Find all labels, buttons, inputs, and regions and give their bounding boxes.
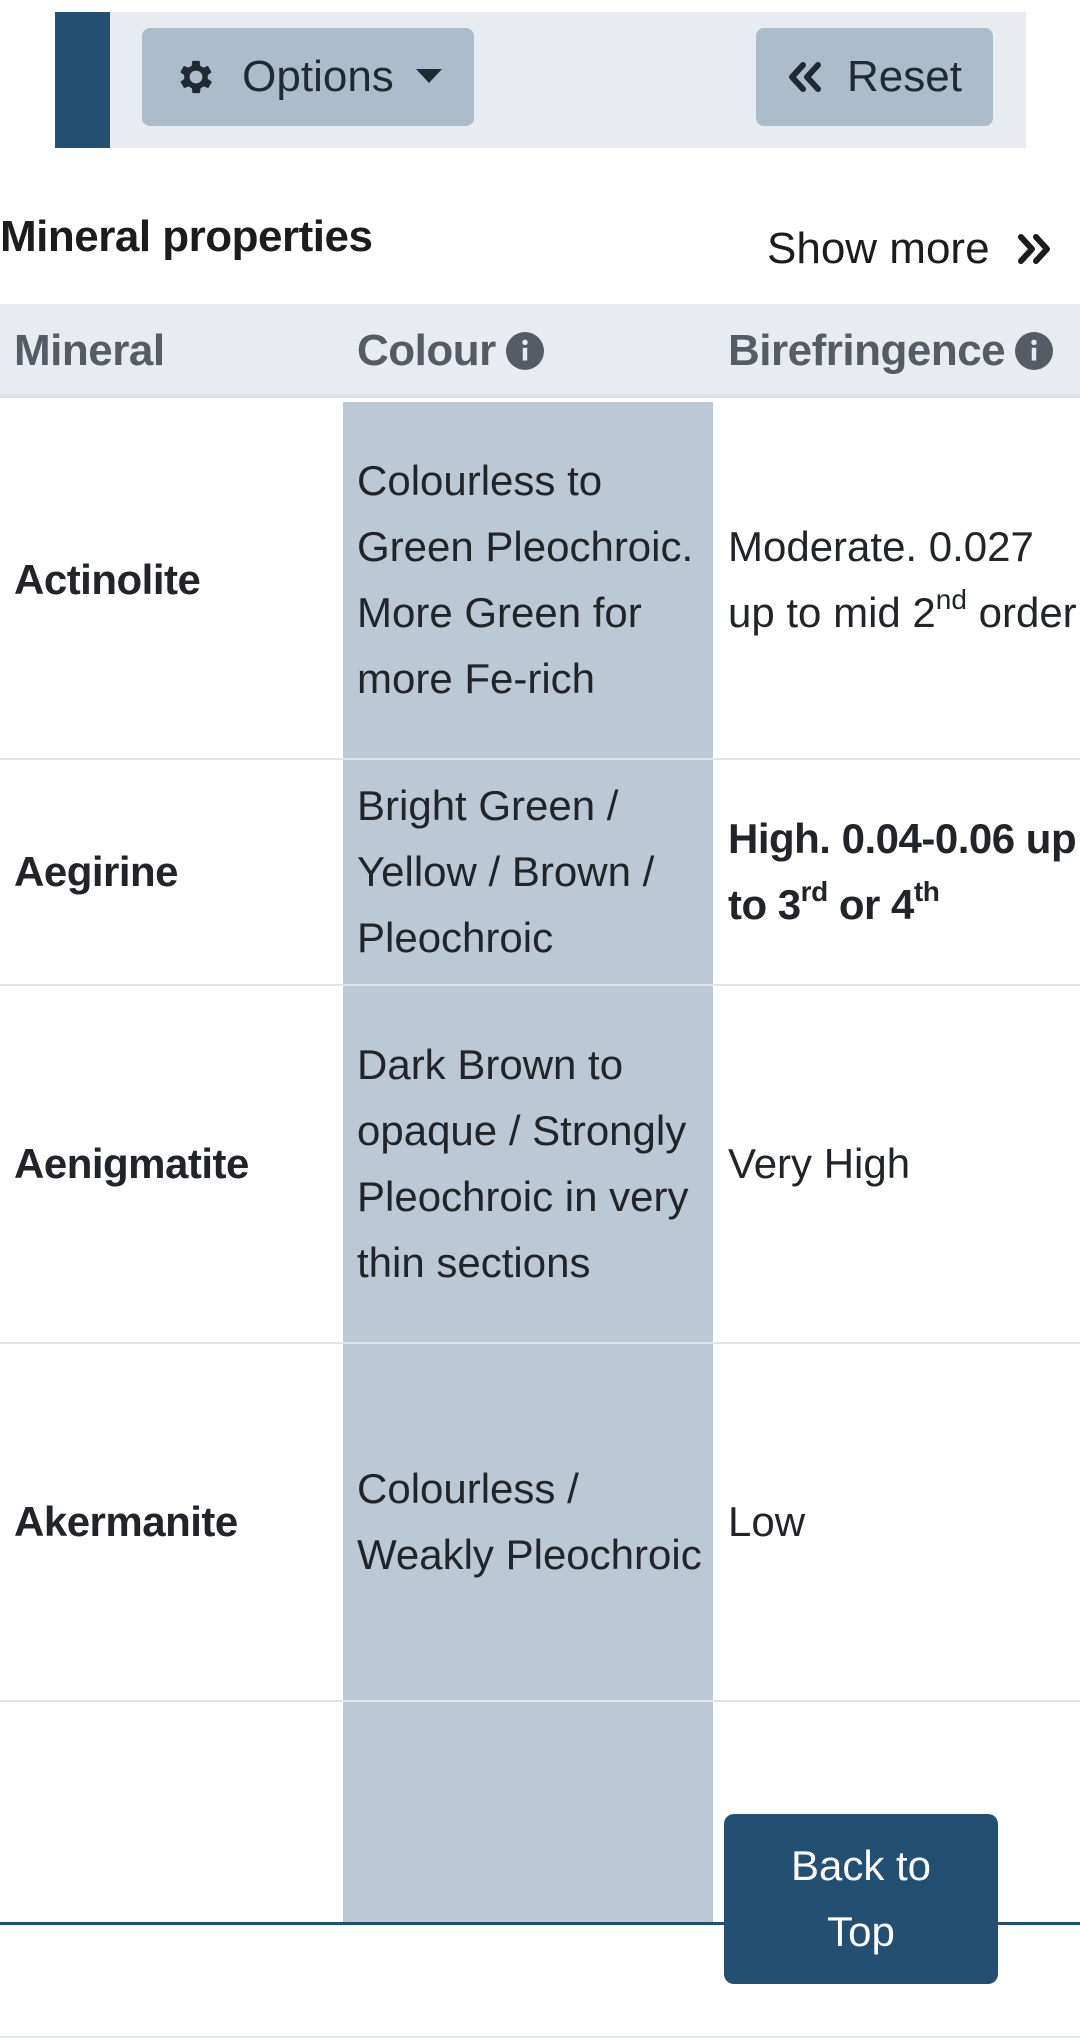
column-header-birefringence[interactable]: Birefringence [728, 304, 1054, 398]
table-row: Aegirine Bright Green / Yellow / Brown /… [0, 760, 1080, 986]
toolbar: Options Reset [55, 12, 1026, 148]
show-more-link[interactable]: Show more [767, 224, 1052, 274]
column-header-colour[interactable]: Colour [357, 304, 544, 398]
info-icon[interactable] [1015, 332, 1054, 370]
gear-icon [174, 55, 218, 99]
mineral-name: Aenigmatite [14, 1140, 249, 1187]
table-row: Aenigmatite Dark Brown to opaque / Stron… [0, 986, 1080, 1344]
show-more-label: Show more [767, 224, 990, 273]
colour-value: Dark Brown to opaque / Strongly Pleochro… [357, 1041, 689, 1286]
column-header-mineral[interactable]: Mineral [14, 304, 165, 398]
mineral-name: Akermanite [14, 1498, 238, 1545]
section-title: Mineral properties [0, 212, 373, 261]
colour-column-highlight [343, 402, 713, 1924]
colour-value: Colourless / Weakly Pleochroic [357, 1465, 702, 1578]
back-to-top-label: Back to Top [790, 1842, 932, 1955]
birefringence-value: Very High [728, 1140, 911, 1187]
birefringence-value: Low [728, 1498, 806, 1545]
options-button[interactable]: Options [142, 28, 474, 126]
double-chevron-left-icon [787, 61, 823, 93]
reset-label: Reset [847, 52, 962, 101]
birefringence-value: High. 0.04-0.06 up to 3rd or 4th [728, 815, 1077, 928]
table-header: Mineral Colour Birefringence [0, 304, 1080, 398]
caret-down-icon [415, 69, 442, 85]
info-icon[interactable] [505, 332, 544, 370]
mineral-name: Aegirine [14, 848, 179, 895]
mineral-name: Actinolite [14, 556, 201, 603]
birefringence-value: Moderate. 0.027 up to mid 2nd order [728, 523, 1077, 636]
back-to-top-button[interactable]: Back to Top [724, 1814, 998, 1984]
page-bottom-divider [0, 2036, 1080, 2038]
table-row: Actinolite Colourless to Green Pleochroi… [0, 402, 1080, 760]
colour-value: Bright Green / Yellow / Brown / Pleochro… [357, 782, 655, 961]
column-header-label: Birefringence [728, 326, 1006, 375]
column-header-label: Colour [357, 326, 496, 375]
column-header-label: Mineral [14, 326, 165, 375]
table-bottom-border [0, 1922, 1080, 1925]
toolbar-accent [55, 12, 110, 148]
double-chevron-right-icon [1016, 233, 1052, 265]
options-label: Options [242, 52, 394, 101]
table-row: Akermanite Colourless / Weakly Pleochroi… [0, 1344, 1080, 1702]
colour-value: Colourless to Green Pleochroic. More Gre… [357, 457, 694, 702]
reset-button[interactable]: Reset [756, 28, 993, 126]
